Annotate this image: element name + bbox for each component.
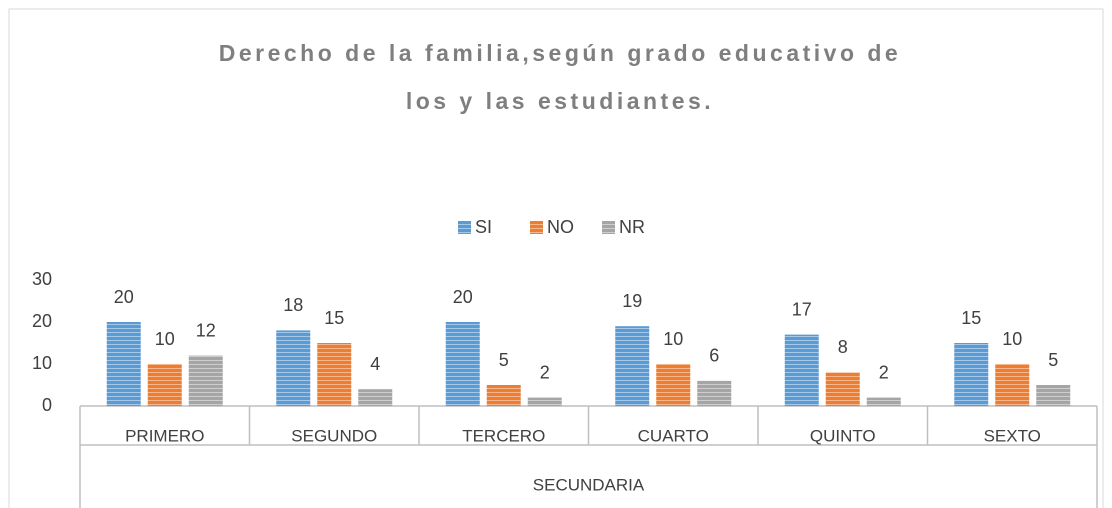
bar: [1036, 385, 1071, 406]
bar: [317, 343, 352, 406]
chart-title: Derecho de la familia,según grado educat…: [219, 40, 901, 66]
legend-swatch: [530, 221, 543, 234]
data-label: 2: [540, 362, 550, 382]
data-label: 15: [961, 308, 981, 328]
bar: [358, 389, 393, 406]
chart-title: los y las estudiantes.: [406, 88, 714, 114]
x-tick-label: QUINTO: [810, 426, 876, 445]
data-label: 20: [114, 287, 134, 307]
data-label: 10: [155, 329, 175, 349]
data-label: 5: [1048, 350, 1058, 370]
y-tick-label: 30: [32, 269, 52, 289]
data-label: 12: [196, 320, 216, 340]
data-label: 19: [622, 291, 642, 311]
bar: [106, 322, 141, 406]
data-label: 15: [324, 308, 344, 328]
data-label: 18: [283, 295, 303, 315]
legend-label: NO: [547, 217, 574, 237]
data-label: 5: [499, 350, 509, 370]
data-label: 2: [879, 362, 889, 382]
x-tick-label: SEXTO: [984, 426, 1041, 445]
x-tick-label: TERCERO: [462, 426, 545, 445]
group-label: SECUNDARIA: [533, 475, 645, 494]
bar: [188, 355, 223, 406]
data-label: 17: [792, 299, 812, 319]
legend-label: SI: [475, 217, 492, 237]
y-tick-label: 10: [32, 353, 52, 373]
legend-swatch: [602, 221, 615, 234]
legend-label: NR: [619, 217, 645, 237]
data-label: 10: [663, 329, 683, 349]
data-label: 10: [1002, 329, 1022, 349]
bar: [147, 364, 182, 406]
bar: [527, 397, 562, 406]
bar: [276, 330, 311, 406]
bar: [825, 372, 860, 406]
chart-border: [8, 8, 1104, 508]
x-tick-label: CUARTO: [638, 426, 709, 445]
bar: [866, 397, 901, 406]
x-tick-label: SEGUNDO: [291, 426, 377, 445]
bar: [615, 326, 650, 406]
bar: [656, 364, 691, 406]
x-tick-label: PRIMERO: [125, 426, 204, 445]
bar: [954, 343, 989, 406]
data-label: 4: [370, 354, 380, 374]
data-label: 6: [709, 346, 719, 366]
legend-swatch: [458, 221, 471, 234]
y-tick-label: 0: [42, 395, 52, 415]
data-label: 8: [838, 337, 848, 357]
bar: [486, 385, 521, 406]
bar: [697, 380, 732, 406]
bar: [995, 364, 1030, 406]
data-label: 20: [453, 287, 473, 307]
bar: [445, 322, 480, 406]
y-tick-label: 20: [32, 311, 52, 331]
bar: [784, 334, 819, 406]
